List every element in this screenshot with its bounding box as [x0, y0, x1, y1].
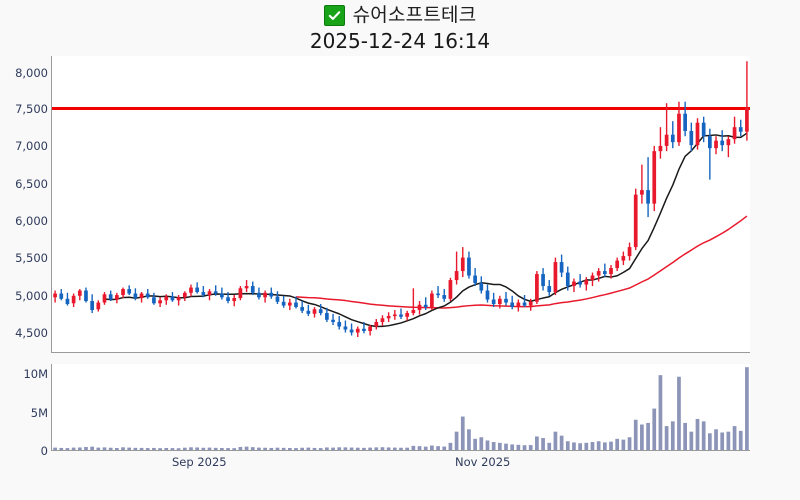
- price-tick-8000: 8,000: [15, 66, 48, 80]
- green-check-icon: [323, 4, 345, 26]
- price-chart-panel[interactable]: [51, 56, 750, 353]
- price-tick-5500: 5,500: [15, 251, 48, 265]
- price-tick-7500: 7,500: [15, 102, 48, 116]
- volume-plot[interactable]: [52, 364, 750, 450]
- candlestick-plot[interactable]: [52, 56, 750, 352]
- price-tick-5000: 5,000: [15, 289, 48, 303]
- price-tick-4500: 4,500: [15, 326, 48, 340]
- price-tick-6500: 6,500: [15, 177, 48, 191]
- chart-header: 슈어소프트테크 2025-12-24 16:14: [0, 0, 800, 53]
- volume-chart-panel[interactable]: [51, 364, 750, 451]
- x-tick-sep-2025: Sep 2025: [172, 455, 227, 469]
- price-tick-6000: 6,000: [15, 214, 48, 228]
- volume-tick-10m: 10M: [23, 367, 48, 381]
- volume-tick-0: 0: [40, 444, 48, 458]
- price-axis-labels: 8,000 7,500 7,000 6,500 6,000 5,500 5,00…: [0, 0, 48, 500]
- title-row: 슈어소프트테크: [0, 0, 800, 28]
- volume-tick-5m: 5M: [30, 406, 48, 420]
- x-tick-nov-2025: Nov 2025: [455, 455, 511, 469]
- page-title: 슈어소프트테크: [352, 4, 477, 26]
- price-tick-7000: 7,000: [15, 139, 48, 153]
- timestamp-label: 2025-12-24 16:14: [309, 29, 491, 53]
